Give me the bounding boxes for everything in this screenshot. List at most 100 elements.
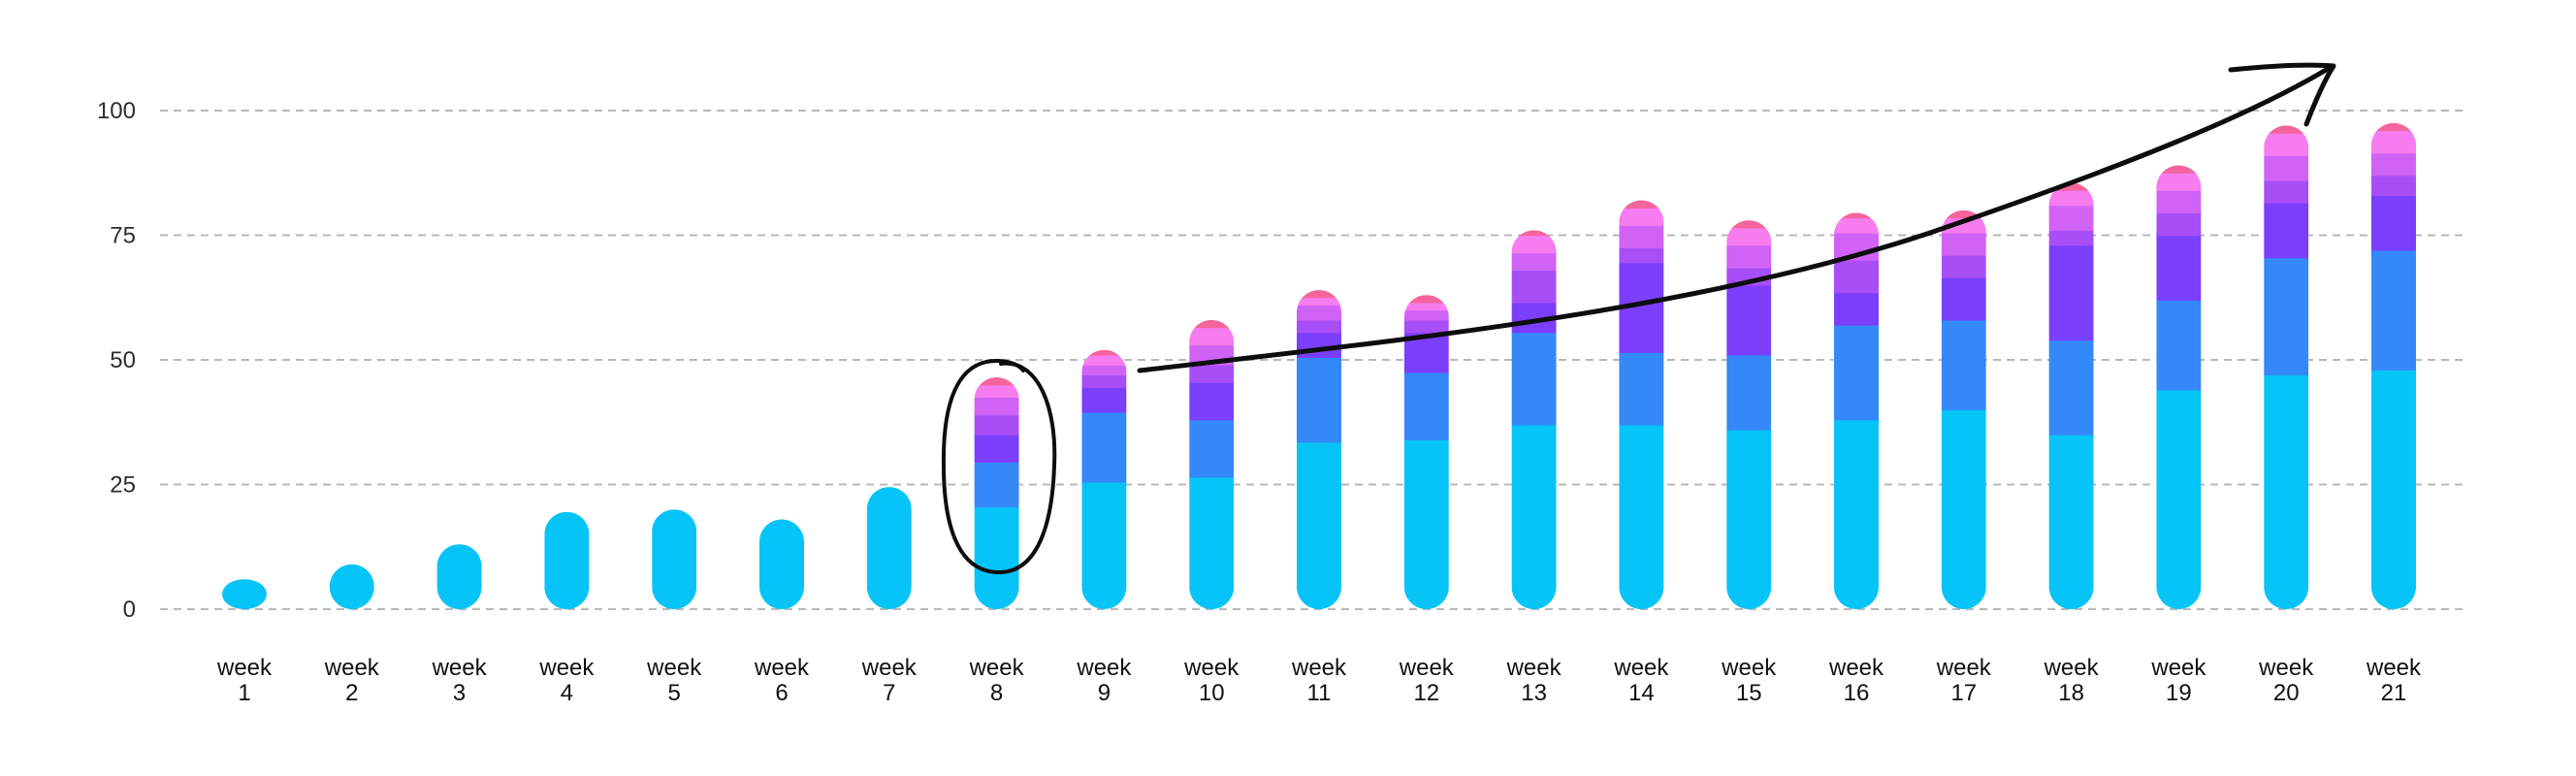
bar-segment	[2048, 230, 2094, 246]
bar-stack	[1189, 319, 1235, 609]
bar-segment	[974, 384, 1019, 399]
bar-stack	[1726, 220, 1772, 610]
bar-stack	[2264, 125, 2309, 609]
x-tick-label-line: week	[1399, 655, 1455, 681]
bar-segment	[2264, 155, 2309, 181]
x-tick-label: week 21	[2366, 655, 2422, 706]
highlight-circle-annotation	[941, 358, 1057, 574]
bar-segment	[2264, 179, 2309, 204]
bar-stack	[1941, 210, 1986, 610]
bar-stack	[1297, 290, 1341, 609]
x-tick-label: week 10	[1183, 655, 1240, 706]
bar-segment	[1834, 292, 1879, 326]
x-tick-label-line: 16	[1844, 680, 1870, 706]
bar-segment	[2156, 300, 2202, 391]
bar-segment	[1297, 305, 1341, 321]
x-tick-label-line: week	[646, 655, 702, 681]
x-tick-label: week 18	[2044, 655, 2100, 706]
bar-segment	[1403, 302, 1449, 311]
bar-segment	[2371, 249, 2416, 371]
bar-stack	[2371, 122, 2416, 609]
bar-segment	[1081, 365, 1127, 376]
bar-stack	[1834, 212, 1879, 609]
bar-segment	[1726, 429, 1772, 610]
bar-stack	[1403, 295, 1449, 609]
bar-segment	[1941, 319, 1986, 410]
bar-segment	[2264, 257, 2309, 376]
bar-segment	[1941, 255, 1986, 278]
bar-segment	[2264, 133, 2309, 156]
x-tick-label-line: 8	[990, 680, 1003, 706]
x-tick-label-line: 19	[2166, 680, 2192, 706]
bar-segment	[974, 414, 1019, 436]
bar-segment	[1941, 217, 1986, 234]
x-tick-label-line: week	[1506, 655, 1562, 681]
trend-arrow-annotation	[1137, 63, 2335, 373]
annotations	[941, 62, 2336, 574]
bar-segment	[1081, 481, 1127, 609]
bar-segment	[1941, 277, 1986, 321]
x-tick-label: week 16	[1828, 655, 1884, 706]
bar-segment	[1189, 476, 1235, 609]
bar-segment	[1297, 290, 1341, 299]
x-tick-label: week 14	[1613, 655, 1669, 706]
bar-stack	[866, 487, 912, 610]
x-tick-label-line: 9	[1098, 680, 1111, 706]
x-tick-label-line: week	[1076, 655, 1132, 681]
bar-segment	[1189, 382, 1235, 421]
x-tick-label-line: week	[2044, 655, 2100, 681]
bar-segment	[1189, 365, 1235, 383]
bar-segment	[1941, 232, 1986, 256]
x-tick-label: week 19	[2150, 655, 2206, 706]
bar-segment	[1511, 424, 1557, 610]
x-tick-label-line: week	[2150, 655, 2206, 681]
bar-segment	[1297, 319, 1341, 334]
bar-segment	[1511, 230, 1557, 237]
bar-segment	[2156, 235, 2202, 301]
x-tick-label: week 4	[538, 655, 595, 706]
bar-segment	[2048, 244, 2094, 341]
x-tick-label-line: 6	[775, 680, 788, 706]
bar-stack	[222, 579, 267, 609]
bar-segment	[2371, 175, 2416, 196]
bar-segment	[1511, 270, 1557, 304]
bar-segment	[1726, 244, 1772, 269]
bar-segment	[2156, 173, 2202, 191]
bar-segment	[2156, 165, 2202, 174]
bar-segment	[1834, 212, 1879, 219]
bar-segment	[1619, 208, 1664, 226]
bar-segment	[759, 519, 804, 609]
bar-segment	[1834, 325, 1879, 421]
x-tick-label-line: 13	[1521, 680, 1547, 706]
bar-segment	[1297, 357, 1341, 443]
x-tick-label-line: week	[432, 655, 488, 681]
bar-segment	[1834, 217, 1879, 234]
x-tick-label-line: 15	[1736, 680, 1762, 706]
bar-segment	[2156, 389, 2202, 609]
bar-segment	[436, 544, 482, 609]
x-tick-label-line: 7	[883, 680, 895, 706]
bar-segment	[1941, 409, 1986, 610]
bar-stack	[436, 544, 482, 609]
x-tick-label: week 15	[1721, 655, 1777, 706]
x-tick-label-line: week	[1936, 655, 1992, 681]
bar-segment	[1403, 372, 1449, 440]
bar-segment	[2048, 182, 2094, 191]
bar-segment	[1511, 252, 1557, 272]
bar-stack	[544, 511, 590, 610]
y-tick-label: 25	[110, 472, 136, 499]
bar-segment	[2371, 195, 2416, 251]
bar-segment	[1189, 319, 1235, 329]
bar-segment	[544, 511, 590, 610]
x-tick-label-line: 12	[1413, 680, 1439, 706]
x-tick-label-line: week	[754, 655, 810, 681]
x-tick-label-line: 20	[2273, 680, 2300, 706]
bar-segment	[1081, 411, 1127, 483]
bar-stack	[974, 376, 1019, 609]
bar-segment	[1081, 374, 1127, 388]
x-tick-label-line: 11	[1307, 680, 1332, 706]
x-tick-label-line: week	[861, 655, 918, 681]
bar-stack	[1619, 200, 1664, 610]
x-tick-label-line: 14	[1628, 680, 1655, 706]
